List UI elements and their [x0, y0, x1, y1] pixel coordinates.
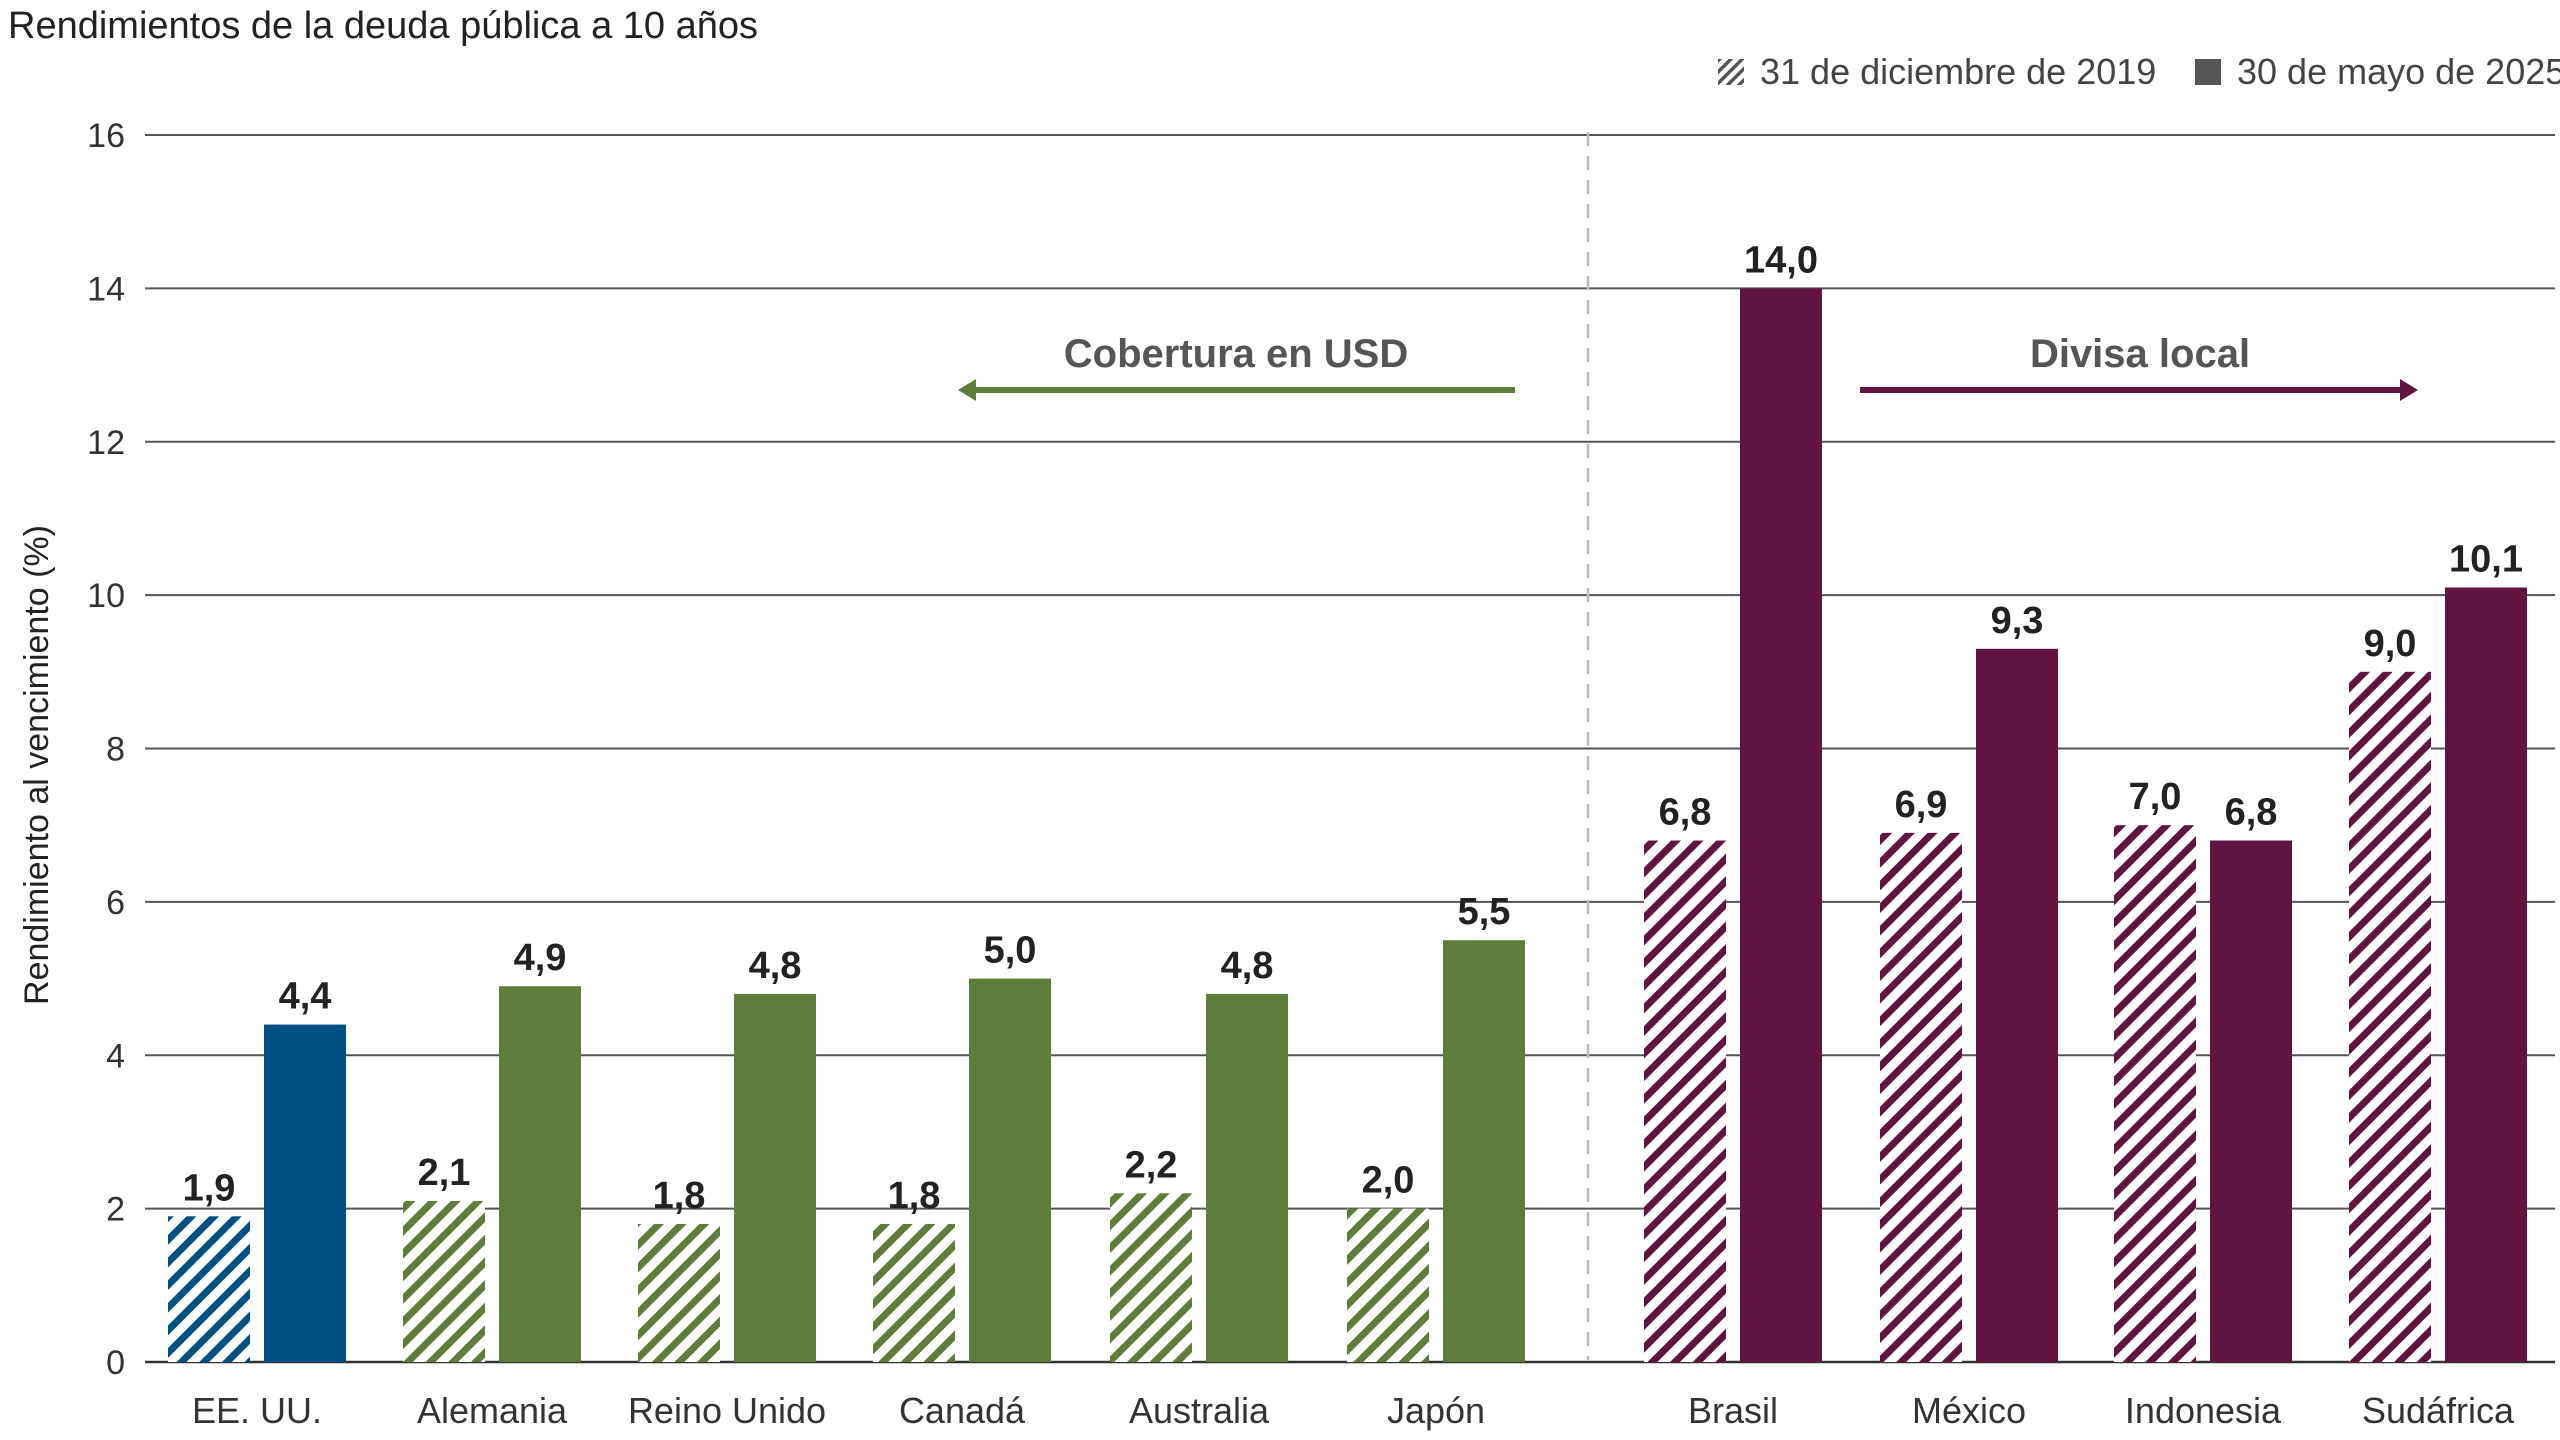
- category-label: Japón: [1387, 1390, 1485, 1431]
- bar-2019-0: [168, 1216, 250, 1362]
- value-label: 5,0: [984, 930, 1037, 972]
- legend-label: 31 de diciembre de 2019: [1760, 51, 2156, 92]
- value-label: 7,0: [2129, 776, 2182, 818]
- bar-2019-8: [2114, 825, 2196, 1362]
- annotation-arrowhead: [958, 379, 976, 401]
- category-label: Canadá: [899, 1390, 1026, 1431]
- bar-2025-3: [969, 978, 1051, 1362]
- value-label: 10,1: [2449, 538, 2523, 580]
- y-tick-label: 16: [87, 117, 125, 155]
- category-label: Brasil: [1688, 1390, 1778, 1431]
- value-label: 4,9: [514, 937, 567, 979]
- value-label: 2,1: [418, 1152, 471, 1194]
- bars: [168, 288, 2527, 1362]
- bar-2025-6: [1740, 288, 1822, 1362]
- category-label: Australia: [1129, 1390, 1270, 1431]
- bar-2019-2: [638, 1223, 720, 1362]
- annotations: Cobertura en USD Divisa local: [958, 332, 2418, 401]
- y-tick-label: 12: [87, 424, 125, 462]
- bar-2025-1: [499, 986, 581, 1362]
- y-tick-label: 6: [106, 884, 125, 922]
- category-label: Sudáfrica: [2362, 1390, 2515, 1431]
- value-label: 4,8: [749, 945, 802, 987]
- value-label: 2,2: [1125, 1144, 1178, 1186]
- bar-2019-5: [1347, 1208, 1429, 1362]
- category-label: Reino Unido: [628, 1390, 826, 1431]
- value-label: 9,0: [2364, 623, 2417, 665]
- annotation-label: Cobertura en USD: [1064, 332, 1409, 376]
- y-axis-ticks: 0 2 4 6 8 10 12 14 16: [87, 117, 125, 1382]
- annotation-label: Divisa local: [2030, 332, 2250, 376]
- legend-swatch: [1718, 59, 1744, 85]
- bar-2019-6: [1644, 840, 1726, 1362]
- category-label: EE. UU.: [192, 1390, 322, 1431]
- value-label: 1,8: [653, 1175, 706, 1217]
- category-label: México: [1912, 1390, 2026, 1431]
- value-label: 6,8: [1659, 792, 1712, 834]
- y-tick-label: 4: [106, 1037, 125, 1075]
- value-label: 2,0: [1362, 1160, 1415, 1202]
- value-label: 4,8: [1221, 945, 1274, 987]
- value-label: 5,5: [1458, 891, 1511, 933]
- value-labels: 1,9 4,4 2,1 4,9 1,8 4,8 1,8 5,0 2,2 4,8 2,0 5,5 6,8 1…: [183, 239, 2523, 1217]
- value-label: 1,9: [183, 1167, 236, 1209]
- bar-2019-9: [2349, 671, 2431, 1362]
- y-axis-title: Rendimiento al vencimiento (%): [18, 525, 56, 1005]
- y-tick-label: 0: [106, 1344, 125, 1382]
- value-label: 1,8: [888, 1175, 941, 1217]
- bar-2025-2: [734, 993, 816, 1362]
- bar-2019-1: [403, 1200, 485, 1362]
- bar-2025-9: [2445, 587, 2527, 1362]
- value-label: 9,3: [1991, 600, 2044, 642]
- legend-label: 30 de mayo de 2025: [2237, 51, 2560, 92]
- value-label: 6,9: [1895, 784, 1948, 826]
- category-label: Alemania: [417, 1390, 568, 1431]
- category-labels: EE. UU. Alemania Reino Unido Canadá Australi…: [192, 1390, 2515, 1431]
- bar-2019-7: [1880, 832, 1962, 1362]
- y-tick-label: 10: [87, 577, 125, 615]
- value-label: 6,8: [2225, 792, 2278, 834]
- bar-2019-4: [1110, 1193, 1192, 1362]
- y-tick-label: 2: [106, 1191, 125, 1229]
- bar-2025-7: [1976, 648, 2058, 1362]
- chart-title: Rendimientos de la deuda pública a 10 añ…: [8, 5, 758, 47]
- y-tick-label: 14: [87, 270, 125, 308]
- legend-swatch: [2195, 59, 2221, 85]
- bar-2025-5: [1443, 940, 1525, 1362]
- value-label: 4,4: [279, 976, 332, 1018]
- annotation-arrowhead: [2400, 379, 2418, 401]
- y-tick-label: 8: [106, 731, 125, 769]
- bar-2019-3: [873, 1223, 955, 1362]
- bar-2025-4: [1206, 993, 1288, 1362]
- category-label: Indonesia: [2125, 1390, 2282, 1431]
- value-label: 14,0: [1744, 239, 1818, 281]
- bar-2025-8: [2210, 840, 2292, 1362]
- legend: 31 de diciembre de 2019 30 de mayo de 202…: [1718, 51, 2560, 92]
- bar-2025-0: [264, 1024, 346, 1362]
